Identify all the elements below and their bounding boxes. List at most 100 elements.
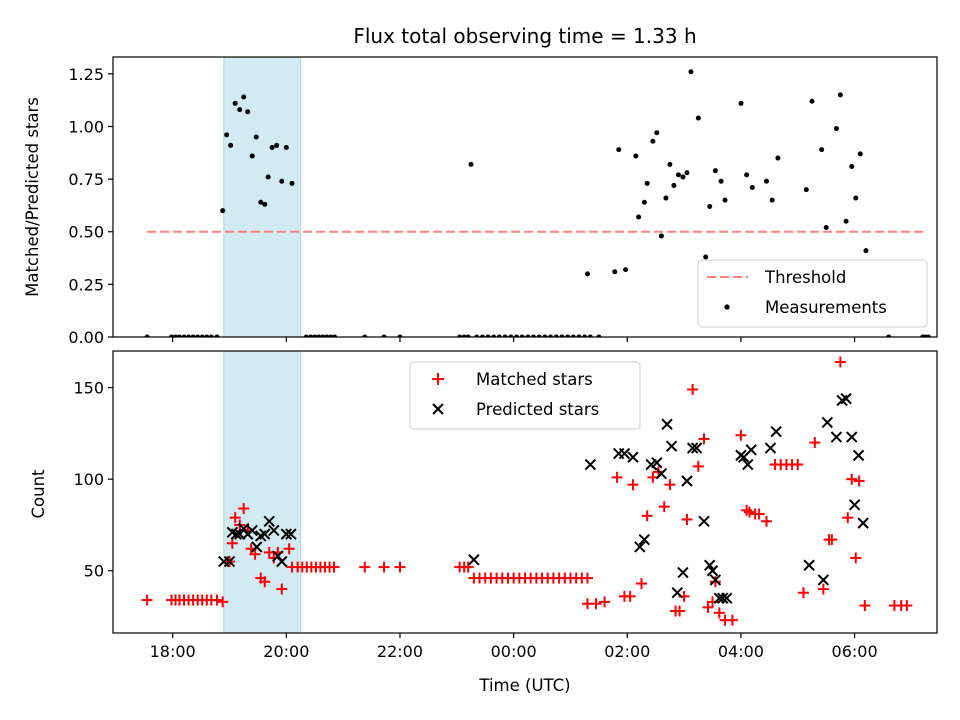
predicted-star-marker [671, 587, 684, 599]
matched-star-marker [217, 596, 229, 608]
measurement-point [214, 334, 220, 337]
matched-star-marker [635, 578, 647, 590]
measurement-point [623, 267, 629, 273]
predicted-marker-b [803, 559, 815, 571]
matched-star-marker [664, 479, 676, 491]
predicted-marker-b [770, 425, 782, 438]
predicted-star-marker [803, 559, 815, 571]
predicted-star-marker [852, 449, 865, 462]
predicted-star-marker [661, 418, 673, 430]
predicted-star-marker [627, 451, 639, 463]
measurement-point [173, 334, 179, 337]
matched-star-marker [797, 587, 809, 599]
predicted-star-marker [717, 592, 729, 604]
predicted-marker-b [857, 517, 869, 529]
legend-predicted-swatch [432, 403, 444, 415]
measurement-point [328, 334, 334, 337]
top-shaded-span [223, 56, 302, 338]
matched-star-marker [658, 501, 670, 513]
y-tick-label: 1.00 [68, 117, 104, 136]
matched-star-marker [761, 515, 773, 527]
predicted-star-marker [272, 550, 284, 562]
measurement-point [220, 208, 226, 214]
matched-star-marker [359, 561, 371, 573]
matched-star-marker [692, 460, 704, 472]
predicted-marker-b [618, 447, 631, 460]
shaded-span-rect [223, 56, 302, 338]
predicted-marker-b [259, 528, 271, 540]
bottom-legend-box [409, 361, 641, 430]
predicted-marker-b [830, 431, 843, 443]
predicted-marker-b [717, 592, 729, 604]
measurement-point [616, 147, 622, 153]
measurement-point [190, 334, 196, 337]
matched-star-marker [238, 502, 250, 514]
predicted-star-marker [840, 392, 852, 405]
measurement-point [542, 334, 548, 337]
matched-star-marker [599, 596, 611, 608]
measurement-point [671, 182, 677, 188]
matched-star-marker [687, 383, 699, 395]
matched-star-marker [726, 614, 738, 626]
predicted-star-marker [698, 515, 710, 528]
matched-star-marker [249, 548, 261, 560]
predicted-marker-b [661, 418, 673, 430]
predicted-star-marker [857, 517, 869, 529]
predicted-marker-b [665, 440, 678, 452]
measurement-point [585, 271, 591, 277]
matched-star-marker [735, 429, 747, 441]
measurement-point [688, 69, 694, 75]
matched-star-marker [817, 583, 829, 595]
matched-star-marker [283, 543, 295, 555]
matched-star-marker [328, 561, 340, 573]
measurement-point [204, 334, 210, 337]
measurement-point [224, 132, 230, 138]
measurement-point [650, 138, 656, 144]
measurement-point [764, 178, 770, 184]
x-axis-label: Time (UTC) [478, 676, 570, 695]
predicted-marker-b [709, 574, 722, 586]
predicted-marker-b [651, 456, 663, 469]
measurement-point [381, 334, 387, 337]
measurement-point [461, 334, 467, 337]
measurement-point [279, 178, 285, 184]
measurement-point [316, 334, 322, 337]
top-legend: Threshold Measurements [697, 259, 928, 328]
measurement-point [849, 163, 855, 169]
predicted-marker-b [698, 515, 710, 528]
top-y-ticks: 0.00 0.25 0.50 0.75 1.00 1.25 [68, 65, 113, 347]
predicted-star-marker [634, 541, 646, 553]
predicted-marker-b [686, 442, 699, 454]
bottom-y-axis-label: Count [29, 469, 48, 519]
matched-star-marker [698, 433, 710, 445]
predicted-marker-b [584, 458, 597, 471]
bottom-panel: 50 100 150 18:00 20:00 22:00 00:00 02:00 04:00 0… [29, 350, 938, 695]
y-tick-label: 0.00 [68, 328, 104, 347]
predicted-star-marker [468, 554, 480, 566]
measurement-point [667, 161, 673, 167]
bottom-x-ticks: 18:00 20:00 22:00 00:00 02:00 04:00 06:00 [150, 633, 878, 661]
matched-star-marker [842, 512, 854, 524]
matched-star-marker [826, 534, 838, 546]
predicted-star-marker [848, 499, 861, 511]
top-y-axis-label: Matched/Predicted stars [23, 97, 42, 297]
measurement-point [712, 168, 718, 174]
measurement-points [144, 69, 931, 337]
measurement-point [863, 248, 869, 254]
predicted-star-marker [268, 524, 280, 537]
predicted-marker-b [638, 533, 651, 546]
matched-star-marker [859, 600, 871, 612]
measurement-point [308, 334, 314, 337]
predicted-marker-b [268, 524, 280, 537]
legend-matched-swatch [432, 373, 444, 385]
matched-star-marker [641, 510, 653, 522]
measurement-point [312, 334, 318, 337]
y-tick-label: 0.75 [68, 170, 104, 189]
legend-matched-label: Matched stars [476, 370, 593, 389]
predicted-marker-b [237, 522, 250, 535]
measurement-point [491, 334, 497, 337]
predicted-marker-b [706, 565, 719, 577]
predicted-star-marker [706, 565, 719, 577]
measurement-point [570, 334, 576, 337]
measurement-point [479, 334, 485, 337]
